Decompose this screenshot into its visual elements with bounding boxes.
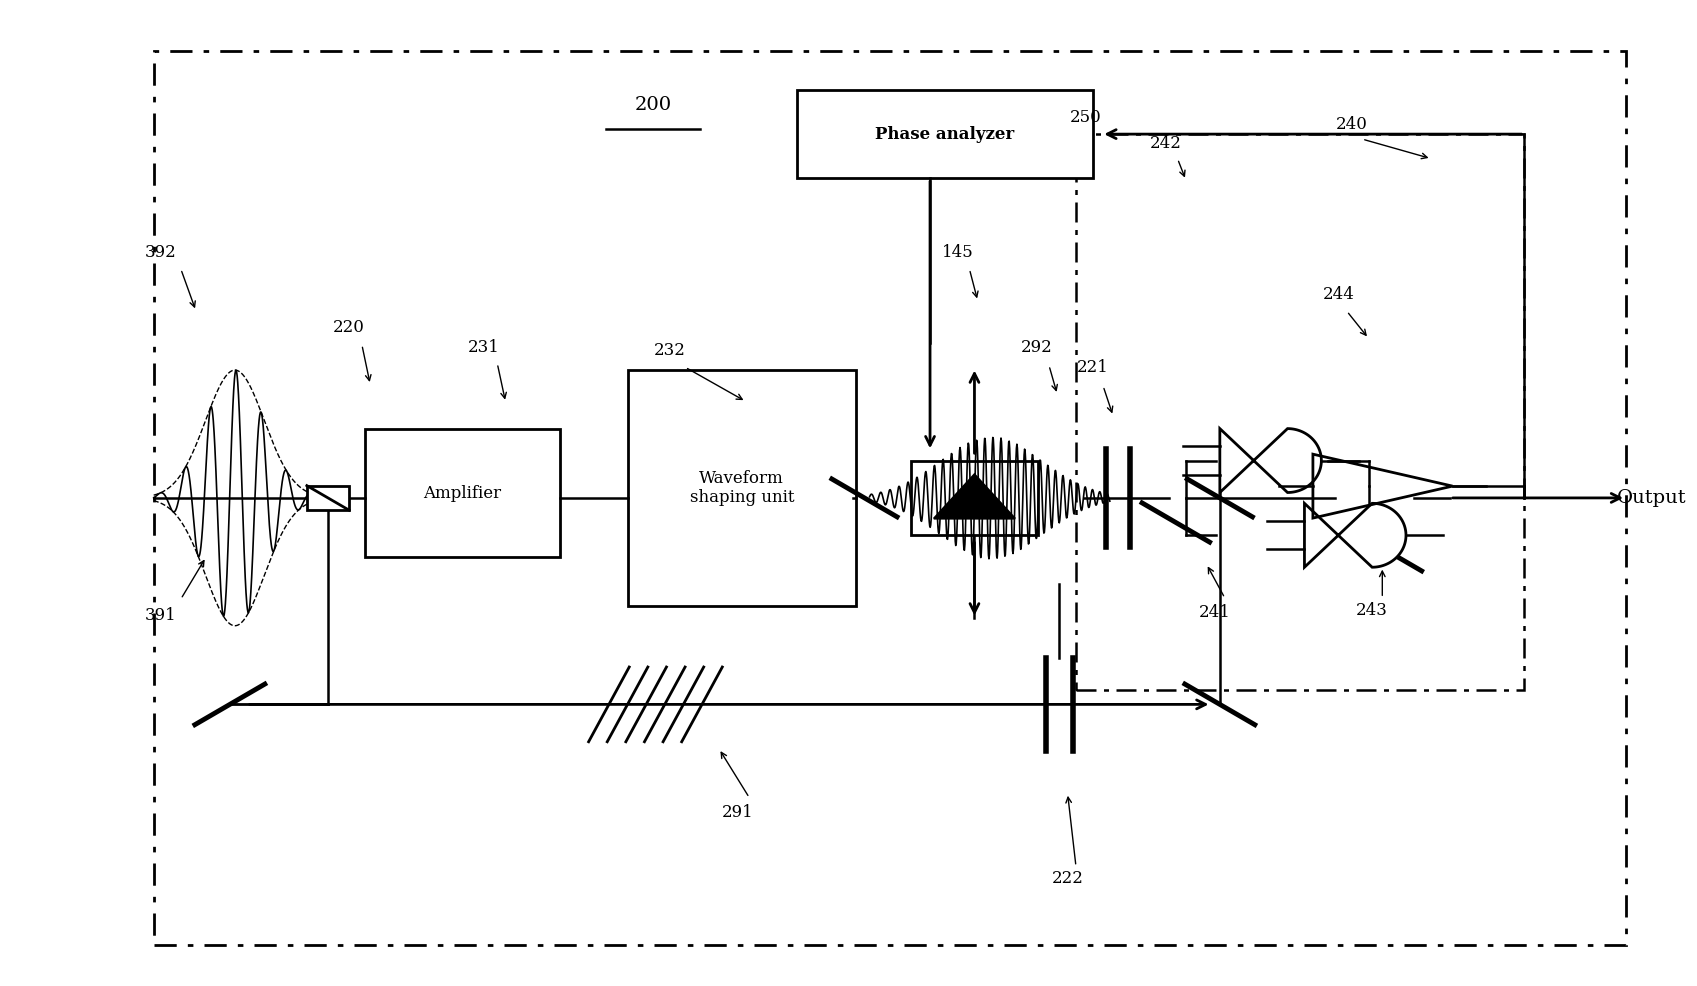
Polygon shape	[933, 474, 1015, 519]
Text: 391: 391	[144, 607, 176, 624]
Text: 240: 240	[1336, 115, 1368, 133]
Text: Output: Output	[1617, 489, 1687, 507]
Text: 292: 292	[1022, 339, 1052, 356]
Text: Amplifier: Amplifier	[424, 484, 502, 502]
Text: 250: 250	[1071, 108, 1101, 126]
Text: 221: 221	[1078, 359, 1108, 376]
Polygon shape	[1220, 429, 1322, 493]
FancyBboxPatch shape	[798, 90, 1093, 178]
Text: Phase analyzer: Phase analyzer	[876, 125, 1015, 143]
Text: 392: 392	[144, 244, 176, 260]
Text: 231: 231	[468, 339, 499, 356]
Polygon shape	[1305, 503, 1407, 567]
FancyBboxPatch shape	[628, 370, 855, 606]
FancyBboxPatch shape	[911, 461, 1039, 534]
Text: 220: 220	[333, 319, 365, 336]
Text: 291: 291	[721, 804, 753, 821]
FancyBboxPatch shape	[307, 486, 350, 510]
Text: 222: 222	[1052, 870, 1083, 887]
Text: 243: 243	[1356, 602, 1388, 619]
Text: 242: 242	[1151, 135, 1181, 153]
Text: 145: 145	[942, 244, 974, 260]
Text: 232: 232	[653, 342, 686, 359]
FancyBboxPatch shape	[365, 429, 560, 557]
Text: Waveform
shaping unit: Waveform shaping unit	[689, 469, 794, 507]
Text: 241: 241	[1198, 604, 1230, 621]
Text: 244: 244	[1322, 286, 1354, 303]
Text: 200: 200	[635, 96, 672, 113]
